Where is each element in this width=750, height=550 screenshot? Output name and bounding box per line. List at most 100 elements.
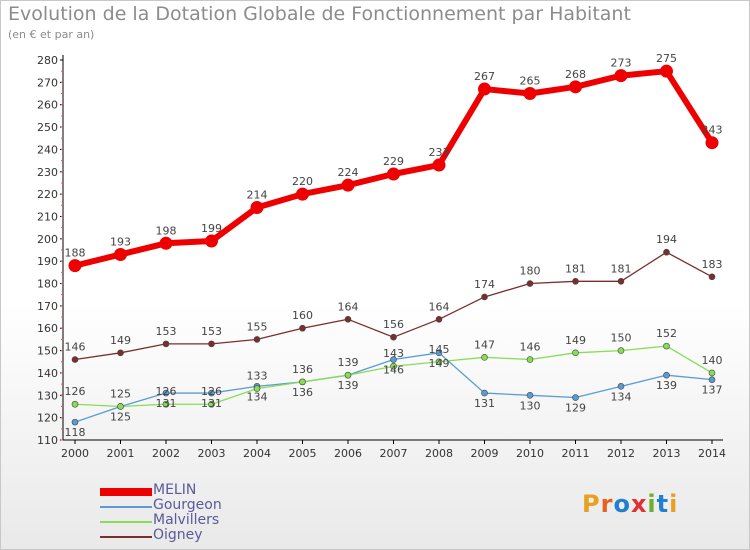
legend-item-melin: MELIN (100, 482, 300, 499)
y-tick-label-120: 120 (37, 412, 58, 425)
x-tick-label-2010: 2010 (516, 447, 544, 460)
x-tick-label-2008: 2008 (425, 447, 453, 460)
data-point-malvillers-2007 (390, 362, 397, 370)
y-tick-label-150: 150 (37, 345, 58, 358)
data-label-malvillers-2000: 126 (65, 385, 86, 398)
data-point-melin-2009 (478, 82, 491, 96)
data-label-melin-2000: 188 (65, 247, 86, 260)
data-label-oigney-2010: 180 (520, 265, 541, 278)
x-tick-label-2005: 2005 (289, 447, 317, 460)
data-label-oigney-2007: 156 (383, 318, 404, 331)
data-label-gourgeon-2010: 130 (520, 399, 541, 412)
data-label-gourgeon-2006: 139 (338, 379, 359, 392)
y-tick-label-260: 260 (37, 99, 58, 112)
data-point-gourgeon-2008 (435, 349, 443, 357)
data-point-melin-2003 (205, 234, 218, 248)
data-point-malvillers-2006 (344, 371, 352, 379)
data-label-malvillers-2006: 139 (338, 356, 359, 369)
data-label-oigney-2000: 146 (65, 341, 86, 354)
data-label-oigney-2004: 155 (247, 320, 268, 333)
data-label-melin-2002: 198 (156, 224, 177, 237)
data-point-melin-2000 (68, 259, 82, 273)
legend-label-melin: MELIN (153, 482, 197, 498)
data-point-gourgeon-2003 (208, 389, 215, 397)
y-tick-label-190: 190 (37, 255, 58, 268)
data-point-oigney-2011 (572, 277, 579, 285)
y-tick-label-130: 130 (37, 389, 58, 402)
x-tick-label-2011: 2011 (562, 447, 590, 460)
data-label-oigney-2012: 181 (611, 262, 632, 275)
legend-swatch-melin (100, 488, 152, 496)
data-label-gourgeon-2007: 146 (383, 364, 404, 377)
data-label-gourgeon-2012: 134 (611, 390, 632, 403)
data-point-melin-2007 (387, 167, 400, 181)
x-tick-label-2003: 2003 (198, 447, 226, 460)
data-label-melin-2013: 275 (656, 52, 677, 65)
data-label-oigney-2002: 153 (156, 325, 177, 338)
y-tick-label-240: 240 (37, 143, 58, 156)
data-label-melin-2012: 273 (611, 57, 632, 70)
data-point-oigney-2009 (481, 293, 488, 301)
x-tick-label-2014: 2014 (698, 447, 726, 460)
data-point-malvillers-2003 (208, 400, 215, 408)
data-point-malvillers-2014 (708, 369, 716, 377)
data-point-melin-2008 (432, 158, 446, 172)
data-point-gourgeon-2010 (526, 391, 534, 399)
data-point-malvillers-2008 (435, 358, 443, 366)
data-label-malvillers-2009: 147 (474, 338, 495, 351)
data-label-oigney-2009: 174 (474, 278, 495, 291)
data-point-gourgeon-2009 (481, 389, 488, 397)
data-label-melin-2010: 265 (520, 75, 541, 88)
chart-title: Evolution de la Dotation Globale de Fonc… (8, 3, 631, 25)
data-label-gourgeon-2014: 137 (702, 384, 723, 397)
y-tick-label-230: 230 (37, 166, 58, 179)
y-tick-label-160: 160 (37, 322, 58, 335)
logo-letter: P (582, 490, 601, 518)
y-tick-label-110: 110 (37, 434, 58, 447)
y-tick-label-220: 220 (37, 188, 58, 201)
data-label-oigney-2003: 153 (201, 325, 222, 338)
x-tick-label-2002: 2002 (152, 447, 180, 460)
data-label-oigney-2011: 181 (565, 262, 586, 275)
x-tick-label-2013: 2013 (653, 447, 681, 460)
x-tick-label-2004: 2004 (243, 447, 271, 460)
data-point-melin-2013 (660, 64, 673, 78)
data-point-gourgeon-2011 (572, 394, 579, 401)
data-label-malvillers-2011: 149 (565, 334, 586, 347)
data-point-melin-2005 (296, 187, 309, 201)
legend-item-malvillers: Malvillers (100, 512, 300, 529)
data-point-malvillers-2000 (71, 400, 79, 408)
data-label-oigney-2005: 160 (292, 309, 313, 322)
chart-subtitle: (en € et par an) (8, 28, 95, 41)
legend-label-oigney: Oigney (153, 527, 203, 543)
y-tick-label-140: 140 (37, 367, 58, 380)
y-tick-label-170: 170 (37, 300, 58, 313)
data-point-melin-2010 (523, 87, 537, 101)
logo-letter: i (647, 490, 657, 518)
data-label-gourgeon-2002: 131 (156, 397, 177, 410)
data-point-malvillers-2010 (526, 356, 534, 363)
legend-label-malvillers: Malvillers (153, 512, 220, 528)
data-point-oigney-2007 (390, 333, 397, 341)
data-point-melin-2012 (614, 69, 628, 83)
data-label-malvillers-2002: 126 (156, 385, 177, 398)
y-tick-label-210: 210 (37, 210, 58, 223)
data-point-oigney-2012 (617, 277, 625, 285)
data-label-oigney-2008: 164 (429, 300, 450, 313)
data-point-melin-2014 (705, 136, 719, 150)
x-tick-label-2001: 2001 (107, 447, 135, 460)
data-label-melin-2009: 267 (474, 70, 495, 83)
data-label-melin-2006: 224 (338, 166, 359, 179)
y-tick-label-180: 180 (37, 278, 58, 291)
y-tick-label-280: 280 (37, 54, 58, 67)
legend-label-gourgeon: Gourgeon (153, 497, 222, 513)
legend: MELIN Gourgeon Malvillers Oigney (100, 482, 300, 544)
data-point-oigney-2013 (663, 248, 670, 256)
data-label-malvillers-2010: 146 (520, 341, 541, 354)
data-point-oigney-2001 (117, 349, 124, 357)
data-label-melin-2014: 243 (702, 124, 723, 137)
data-point-melin-2004 (250, 201, 264, 215)
data-point-oigney-2010 (526, 280, 534, 287)
data-label-malvillers-2013: 152 (656, 327, 677, 340)
